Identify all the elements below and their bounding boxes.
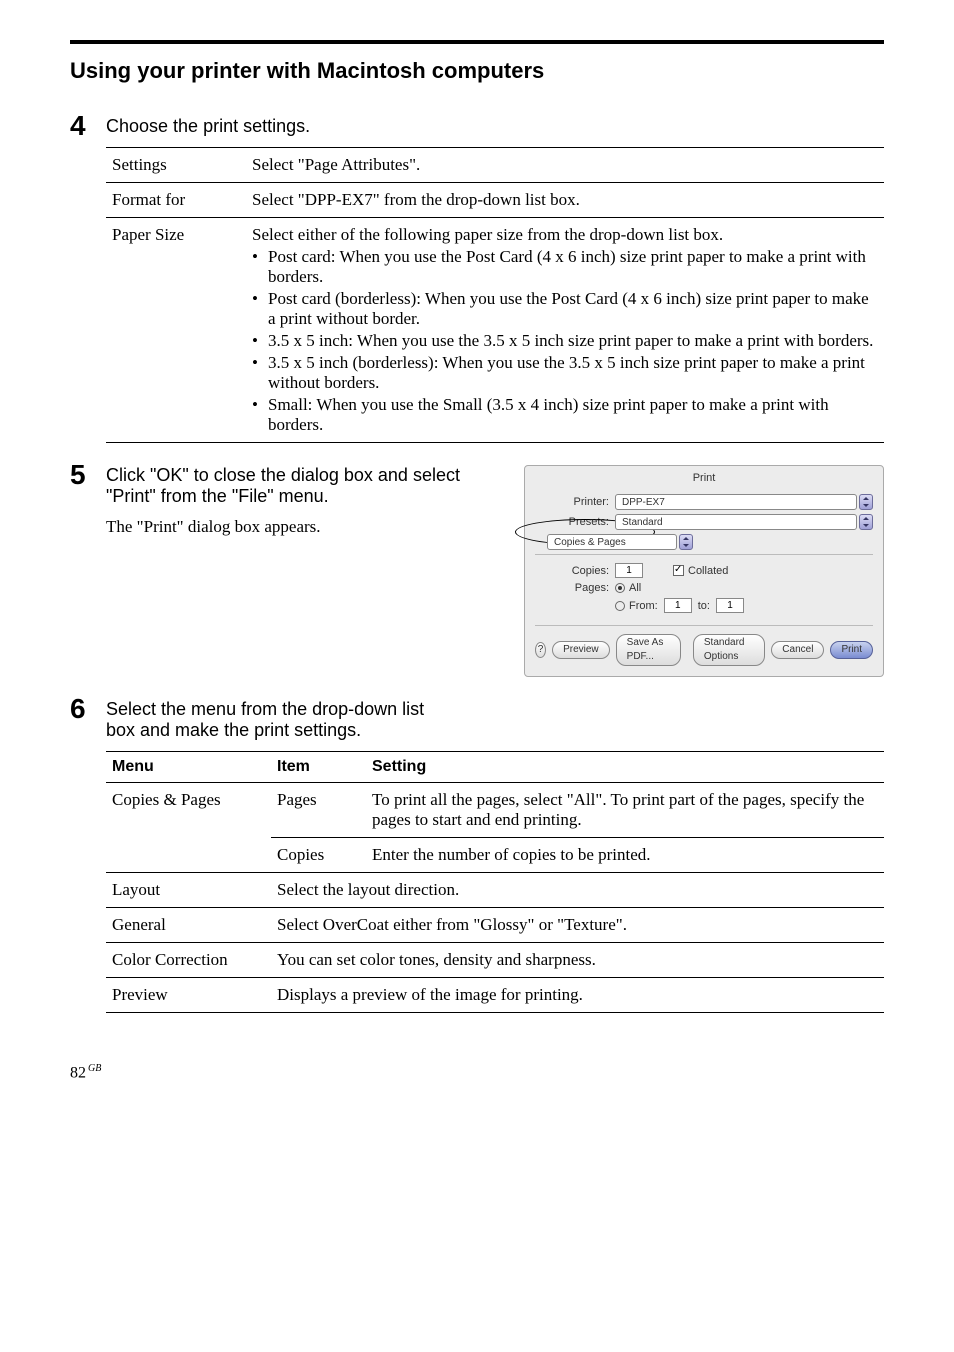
save-pdf-button[interactable]: Save As PDF... — [616, 634, 681, 666]
print-dialog: Print Printer: DPP-EX7 Presets: Standard… — [524, 465, 884, 677]
format-row-label: Format for — [106, 183, 246, 218]
page-number: 82 — [70, 1064, 86, 1081]
stepper-icon[interactable] — [859, 514, 873, 530]
copies-input[interactable] — [615, 563, 643, 578]
list-item: 3.5 x 5 inch: When you use the 3.5 x 5 i… — [252, 331, 878, 351]
step-6-heading: Select the menu from the drop-down list … — [106, 699, 446, 741]
setting-header: Setting — [366, 752, 884, 783]
printer-label: Printer: — [535, 496, 609, 508]
paper-row-label: Paper Size — [106, 218, 246, 443]
preview-setting: Displays a preview of the image for prin… — [271, 978, 884, 1013]
cancel-button[interactable]: Cancel — [771, 641, 824, 659]
presets-select[interactable]: Standard — [615, 514, 857, 530]
copies-setting: Enter the number of copies to be printed… — [366, 838, 884, 873]
to-label: to: — [698, 600, 710, 612]
copies-pages-label: Copies & Pages — [106, 783, 271, 873]
pages-label: Pages: — [535, 582, 609, 594]
format-row-value: Select "DPP-EX7" from the drop-down list… — [246, 183, 884, 218]
color-setting: You can set color tones, density and sha… — [271, 943, 884, 978]
settings-table: Settings Select "Page Attributes". Forma… — [106, 147, 884, 443]
menu-table: Menu Item Setting Copies & Pages Pages T… — [106, 751, 884, 1013]
step-4-number: 4 — [70, 112, 106, 443]
paper-intro: Select either of the following paper siz… — [252, 225, 878, 245]
step-5-note: The "Print" dialog box appears. — [106, 517, 506, 537]
item-header: Item — [271, 752, 366, 783]
stepper-icon[interactable] — [859, 494, 873, 510]
stepper-icon[interactable] — [679, 534, 693, 550]
from-radio[interactable] — [615, 601, 625, 611]
general-setting: Select OverCoat either from "Glossy" or … — [271, 908, 884, 943]
copies-item: Copies — [271, 838, 366, 873]
page-suffix: GB — [88, 1063, 101, 1074]
all-radio[interactable] — [615, 583, 625, 593]
settings-row-label: Settings — [106, 148, 246, 183]
dialog-title: Print — [535, 472, 873, 484]
to-input[interactable] — [716, 598, 744, 613]
step-5-number: 5 — [70, 461, 106, 677]
settings-row-value: Select "Page Attributes". — [246, 148, 884, 183]
page-title: Using your printer with Macintosh comput… — [70, 58, 884, 84]
layout-label: Layout — [106, 873, 271, 908]
from-label: From: — [629, 600, 658, 612]
preview-button[interactable]: Preview — [552, 641, 610, 659]
all-label: All — [629, 582, 641, 594]
menu-header: Menu — [106, 752, 271, 783]
paper-size-list: Post card: When you use the Post Card (4… — [252, 247, 878, 435]
copies-label: Copies: — [535, 565, 609, 577]
step-5-heading: Click "OK" to close the dialog box and s… — [106, 465, 506, 507]
section-select[interactable]: Copies & Pages — [547, 534, 677, 550]
color-label: Color Correction — [106, 943, 271, 978]
presets-label: Presets: — [535, 516, 609, 528]
from-input[interactable] — [664, 598, 692, 613]
pages-item: Pages — [271, 783, 366, 838]
printer-select[interactable]: DPP-EX7 — [615, 494, 857, 510]
general-label: General — [106, 908, 271, 943]
page-footer: 82GB — [70, 1063, 884, 1082]
pages-setting: To print all the pages, select "All". To… — [366, 783, 884, 838]
paper-row-value: Select either of the following paper siz… — [246, 218, 884, 443]
print-button[interactable]: Print — [830, 641, 873, 659]
preview-label: Preview — [106, 978, 271, 1013]
standard-options-button[interactable]: Standard Options — [693, 634, 765, 666]
list-item: 3.5 x 5 inch (borderless): When you use … — [252, 353, 878, 393]
collated-label: Collated — [688, 565, 728, 577]
collated-checkbox[interactable] — [673, 565, 684, 576]
layout-setting: Select the layout direction. — [271, 873, 884, 908]
list-item: Post card: When you use the Post Card (4… — [252, 247, 878, 287]
step-4-heading: Choose the print settings. — [106, 116, 884, 137]
step-5: 5 Click "OK" to close the dialog box and… — [70, 461, 884, 677]
help-button[interactable]: ? — [535, 642, 546, 658]
step-6-number: 6 — [70, 695, 106, 1013]
list-item: Post card (borderless): When you use the… — [252, 289, 878, 329]
step-4: 4 Choose the print settings. Settings Se… — [70, 112, 884, 443]
list-item: Small: When you use the Small (3.5 x 4 i… — [252, 395, 878, 435]
step-6: 6 Select the menu from the drop-down lis… — [70, 695, 884, 1013]
